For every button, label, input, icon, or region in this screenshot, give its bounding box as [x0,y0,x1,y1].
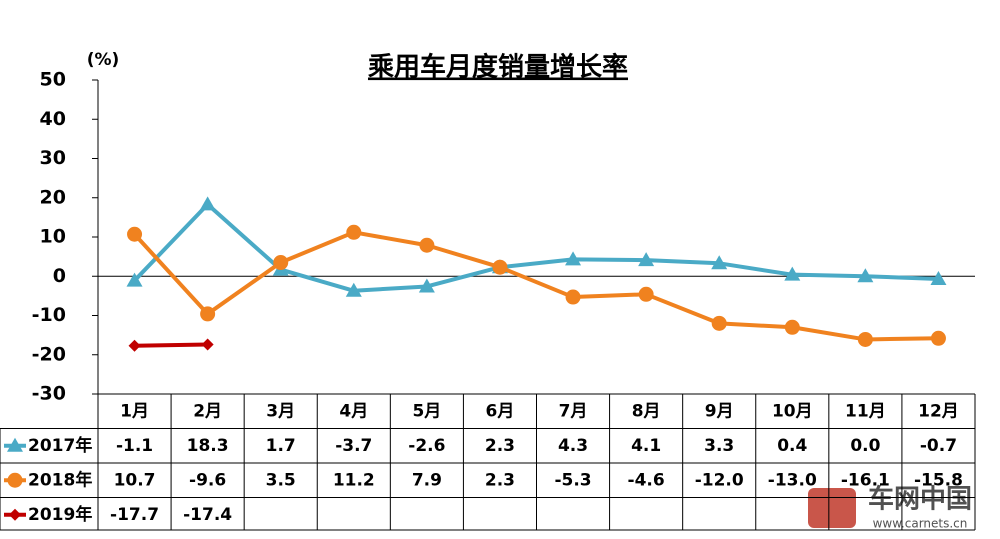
y-axis-label: (%) [87,50,120,70]
table-cell: -0.7 [920,436,957,456]
chart-title: 乘用车月度销量增长率 [367,52,628,83]
legend-label: 2017年 [28,435,92,456]
y-tick-label: -30 [32,383,66,405]
table-cell: -9.6 [189,470,226,490]
data-point [857,268,874,283]
data-point [127,226,143,242]
data-point [346,224,362,240]
data-point [418,278,435,293]
legend-marker [7,437,23,452]
data-point [930,330,946,346]
data-point [201,338,214,351]
watermark-url: www.carnets.cn [873,517,968,531]
data-point [784,266,801,281]
table-cell: 0.4 [777,436,807,456]
data-point [492,259,508,275]
x-tick-label: 6月 [486,401,515,421]
table-cell: -12.0 [695,470,744,490]
data-point [565,289,581,305]
legend-label: 2019年 [28,504,92,525]
table-cell: 3.5 [266,470,296,490]
table-cell: 7.9 [412,470,442,490]
data-point [711,315,727,331]
legend-marker [9,508,21,521]
series-line [133,202,939,293]
x-tick-label: 1月 [120,401,149,421]
data-point [199,196,216,211]
data-point [565,251,582,266]
table-cell: 18.3 [187,436,229,456]
y-tick-label: 10 [40,226,66,248]
data-point [857,331,873,347]
table-cell: 1.7 [266,436,296,456]
data-point [930,270,947,285]
y-tick-label: -20 [32,343,66,365]
x-tick-label: 12月 [918,401,959,421]
data-point [126,272,143,287]
table-cell: 2.3 [485,436,515,456]
table-cell: -5.3 [554,470,591,490]
table-cell: -16.1 [841,470,890,490]
x-tick-label: 2月 [193,401,222,421]
table-cell: -1.1 [116,436,153,456]
data-point [273,255,289,271]
table-cell: -15.8 [914,470,963,490]
table-cell: 0.0 [850,436,880,456]
y-tick-label: 50 [40,69,66,91]
y-tick-label: -10 [32,304,66,326]
y-tick-label: 30 [40,147,66,169]
data-point [345,282,362,297]
watermark: 车网中国 www.carnets.cn [808,484,972,531]
series-line [133,230,939,342]
table-cell: -2.6 [408,436,445,456]
x-tick-label: 5月 [412,401,441,421]
data-point [638,286,654,302]
series-line [134,342,208,348]
y-tick-label: 0 [53,265,66,287]
table-cell: 10.7 [114,470,156,490]
x-tick-label: 7月 [559,401,588,421]
table-cell: 3.3 [704,436,734,456]
table-cell: 4.1 [631,436,661,456]
legend-label: 2018年 [28,469,92,490]
y-tick-label: 20 [40,186,66,208]
data-point [638,252,655,267]
x-tick-label: 8月 [632,401,661,421]
table-cell: -13.0 [768,470,817,490]
x-tick-label: 11月 [845,401,886,421]
table-cell: -17.4 [183,505,232,525]
table-cell: -17.7 [110,505,159,525]
data-point [200,306,216,322]
table-cell: -3.7 [335,436,372,456]
legend-marker [7,472,23,488]
x-tick-label: 10月 [772,401,813,421]
x-tick-label: 9月 [705,401,734,421]
x-tick-label: 3月 [266,401,295,421]
watermark-text: 车网中国 [868,484,972,515]
data-point [128,339,141,352]
table-cell: 11.2 [333,470,375,490]
data-point [711,255,728,270]
data-point [419,237,435,253]
table-cell: -4.6 [628,470,665,490]
table-cell: 4.3 [558,436,588,456]
y-tick-label: 40 [40,108,66,130]
table-cell: 2.3 [485,470,515,490]
x-tick-label: 4月 [339,401,368,421]
watermark-icon [808,488,856,528]
data-point [784,319,800,335]
